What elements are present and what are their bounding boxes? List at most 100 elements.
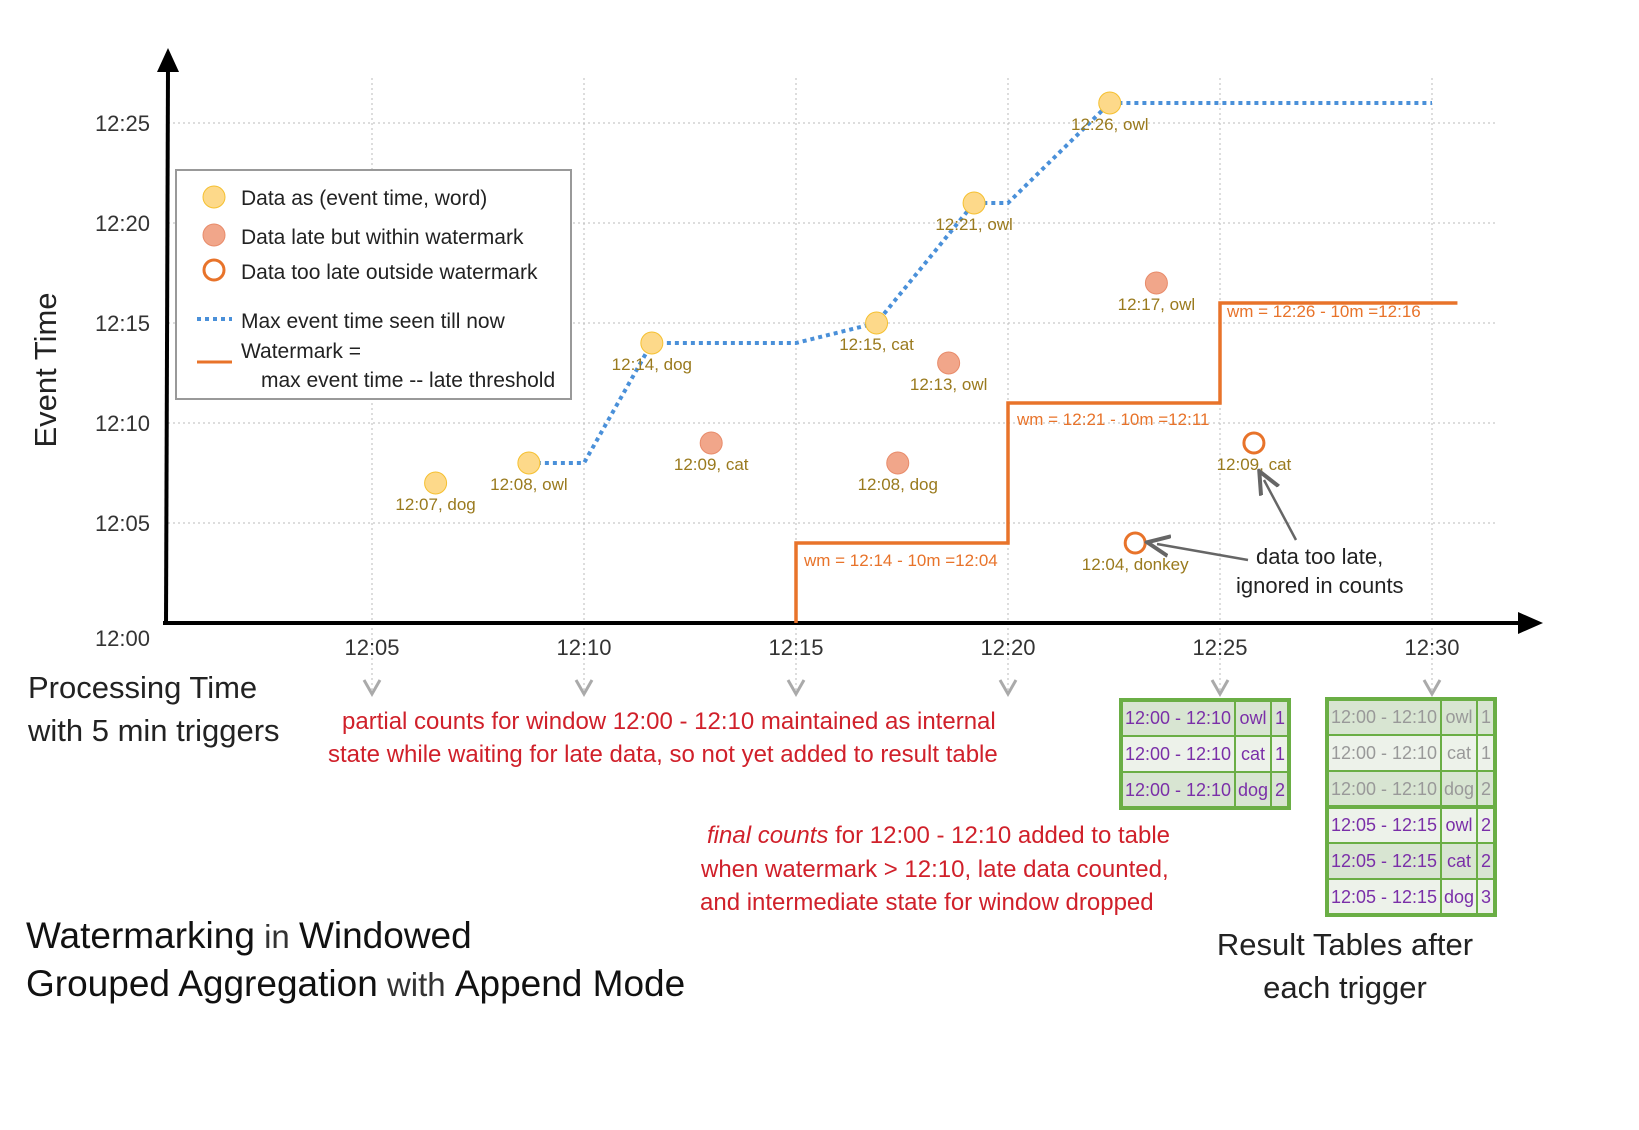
- data-point-label: 12:14, dog: [612, 355, 692, 374]
- table-cell-window: 12:05 - 12:15: [1331, 887, 1437, 907]
- data-point-late: [699, 431, 723, 455]
- data-point-on-time: [962, 191, 986, 215]
- final-note-2: when watermark > 12:10, late data counte…: [700, 856, 1169, 883]
- data-point-label: 12:04, donkey: [1082, 555, 1189, 574]
- y-axis: [164, 67, 170, 626]
- y-tick-label: 12:15: [95, 311, 150, 336]
- data-point-label: 12:08, dog: [858, 475, 938, 494]
- trigger-arrows: [362, 679, 1442, 698]
- data-point-on-time: [424, 471, 448, 495]
- legend-watermark-1: Watermark =: [241, 340, 361, 363]
- title-windowed: Windowed: [299, 915, 472, 956]
- table-row: [1326, 734, 1496, 772]
- table-cell-count: 1: [1275, 708, 1285, 728]
- trigger-arrow-icon: [1422, 679, 1442, 698]
- table-cell-word: owl: [1239, 708, 1266, 728]
- y-tick-label: 12:05: [95, 511, 150, 536]
- result-table-12-30: 12:00 - 12:10 owl 1 12:00 - 12:10 cat 1 12:00 …: [1325, 697, 1497, 917]
- wm-label-3: wm = 12:26 - 10m =12:16: [1226, 302, 1421, 321]
- title-append-mode: Append Mode: [455, 963, 685, 1004]
- y-axis-arrow: [157, 48, 179, 72]
- data-point-label: 12:07, dog: [395, 495, 475, 514]
- table-cell-window: 12:00 - 12:10: [1331, 707, 1437, 727]
- data-point-label: 12:15, cat: [839, 335, 914, 354]
- table-cell-word: owl: [1445, 707, 1472, 727]
- final-note-3: and intermediate state for window droppe…: [700, 889, 1154, 916]
- table-cell-window: 12:00 - 12:10: [1125, 708, 1231, 728]
- legend-late-marker: [202, 223, 226, 247]
- title-in: in: [255, 918, 299, 955]
- x-tick-label: 12:20: [980, 635, 1035, 660]
- x-tick-label: 12:30: [1404, 635, 1459, 660]
- y-tick-label: 12:20: [95, 211, 150, 236]
- table-cell-word: cat: [1447, 851, 1471, 871]
- trigger-arrow-icon: [998, 679, 1018, 698]
- y-tick-label: 12:10: [95, 411, 150, 436]
- trigger-arrow-icon: [362, 679, 382, 698]
- x-tick-labels: 12:05 12:10 12:15 12:20 12:25 12:30: [344, 635, 1459, 660]
- table-cell-word: dog: [1444, 779, 1474, 799]
- table-cell-count: 2: [1481, 851, 1491, 871]
- watermark-line: [794, 301, 1458, 623]
- x-tick-label: 12:15: [768, 635, 823, 660]
- title-grouped-aggregation: Grouped Aggregation: [26, 963, 378, 1004]
- y-tick-label: 12:25: [95, 111, 150, 136]
- legend-on-time: Data as (event time, word): [241, 187, 487, 210]
- table-cell-word: dog: [1238, 780, 1268, 800]
- too-late-arrow-2: [1264, 480, 1298, 541]
- partial-note-2: state while waiting for late data, so no…: [328, 741, 998, 768]
- table-row: [1120, 771, 1290, 809]
- data-point-on-time: [640, 331, 664, 355]
- wm-label-1: wm = 12:14 - 10m =12:04: [803, 551, 998, 570]
- legend: Data as (event time, word) Data late but…: [175, 169, 572, 400]
- data-point-label: 12:21, owl: [935, 215, 1013, 234]
- data-point-too-late: [1242, 431, 1266, 455]
- trigger-arrow-icon: [1210, 679, 1230, 698]
- legend-too-late-marker: [202, 258, 226, 282]
- x-axis-label-1: Processing Time: [28, 670, 257, 705]
- table-cell-count: 1: [1275, 744, 1285, 764]
- table-cell-window: 12:05 - 12:15: [1331, 815, 1437, 835]
- trigger-arrow-icon: [574, 679, 594, 698]
- table-cell-count: 3: [1481, 887, 1491, 907]
- result-caption-2: each trigger: [1263, 970, 1427, 1005]
- x-axis-label-2: with 5 min triggers: [27, 713, 280, 748]
- table-cell-word: owl: [1445, 815, 1472, 835]
- x-axis-arrow: [1518, 612, 1543, 634]
- table-cell-count: 1: [1481, 743, 1491, 763]
- final-note-1: final counts for 12:00 - 12:10 added to …: [707, 822, 1170, 849]
- legend-too-late: Data too late outside watermark: [241, 261, 538, 284]
- trigger-arrow-icon: [786, 679, 806, 698]
- data-point-label: 12:17, owl: [1118, 295, 1196, 314]
- data-point-too-late: [1123, 531, 1147, 555]
- y-axis-label: Event Time: [28, 292, 63, 447]
- table-cell-count: 2: [1481, 779, 1491, 799]
- title-watermarking: Watermarking: [26, 915, 255, 956]
- too-late-arrow-1: [1157, 544, 1249, 562]
- table-cell-count: 2: [1275, 780, 1285, 800]
- data-points: 12:07, dog 12:08, owl 12:14, dog 12:09, cat…: [395, 91, 1292, 574]
- diagram-title-2: Grouped Aggregation with Append Mode: [26, 963, 685, 1004]
- table-cell-window: 12:00 - 12:10: [1331, 743, 1437, 763]
- x-tick-label: 12:25: [1192, 635, 1247, 660]
- table-cell-word: cat: [1241, 744, 1265, 764]
- too-late-note-1: data too late,: [1256, 544, 1383, 569]
- legend-on-time-marker: [202, 185, 226, 209]
- result-table-12-25: 12:00 - 12:10 owl 1 12:00 - 12:10 cat 1 12:00 …: [1119, 698, 1291, 810]
- x-tick-label: 12:10: [556, 635, 611, 660]
- data-point-late: [1144, 271, 1168, 295]
- final-note-1-rest: for 12:00 - 12:10 added to table: [828, 822, 1170, 849]
- max-event-time-line: [528, 101, 1432, 465]
- partial-note-1: partial counts for window 12:00 - 12:10 …: [342, 708, 996, 735]
- final-counts-emphasis: final counts: [707, 822, 828, 849]
- legend-watermark-2: max event time -- late threshold: [261, 369, 555, 392]
- table-row: [1326, 770, 1496, 808]
- data-point-label: 12:26, owl: [1071, 115, 1149, 134]
- table-cell-count: 1: [1481, 707, 1491, 727]
- data-point-label: 12:08, owl: [490, 475, 568, 494]
- y-tick-label: 12:00: [95, 626, 150, 651]
- too-late-note-2: ignored in counts: [1236, 573, 1404, 598]
- x-tick-label: 12:05: [344, 635, 399, 660]
- table-cell-word: dog: [1444, 887, 1474, 907]
